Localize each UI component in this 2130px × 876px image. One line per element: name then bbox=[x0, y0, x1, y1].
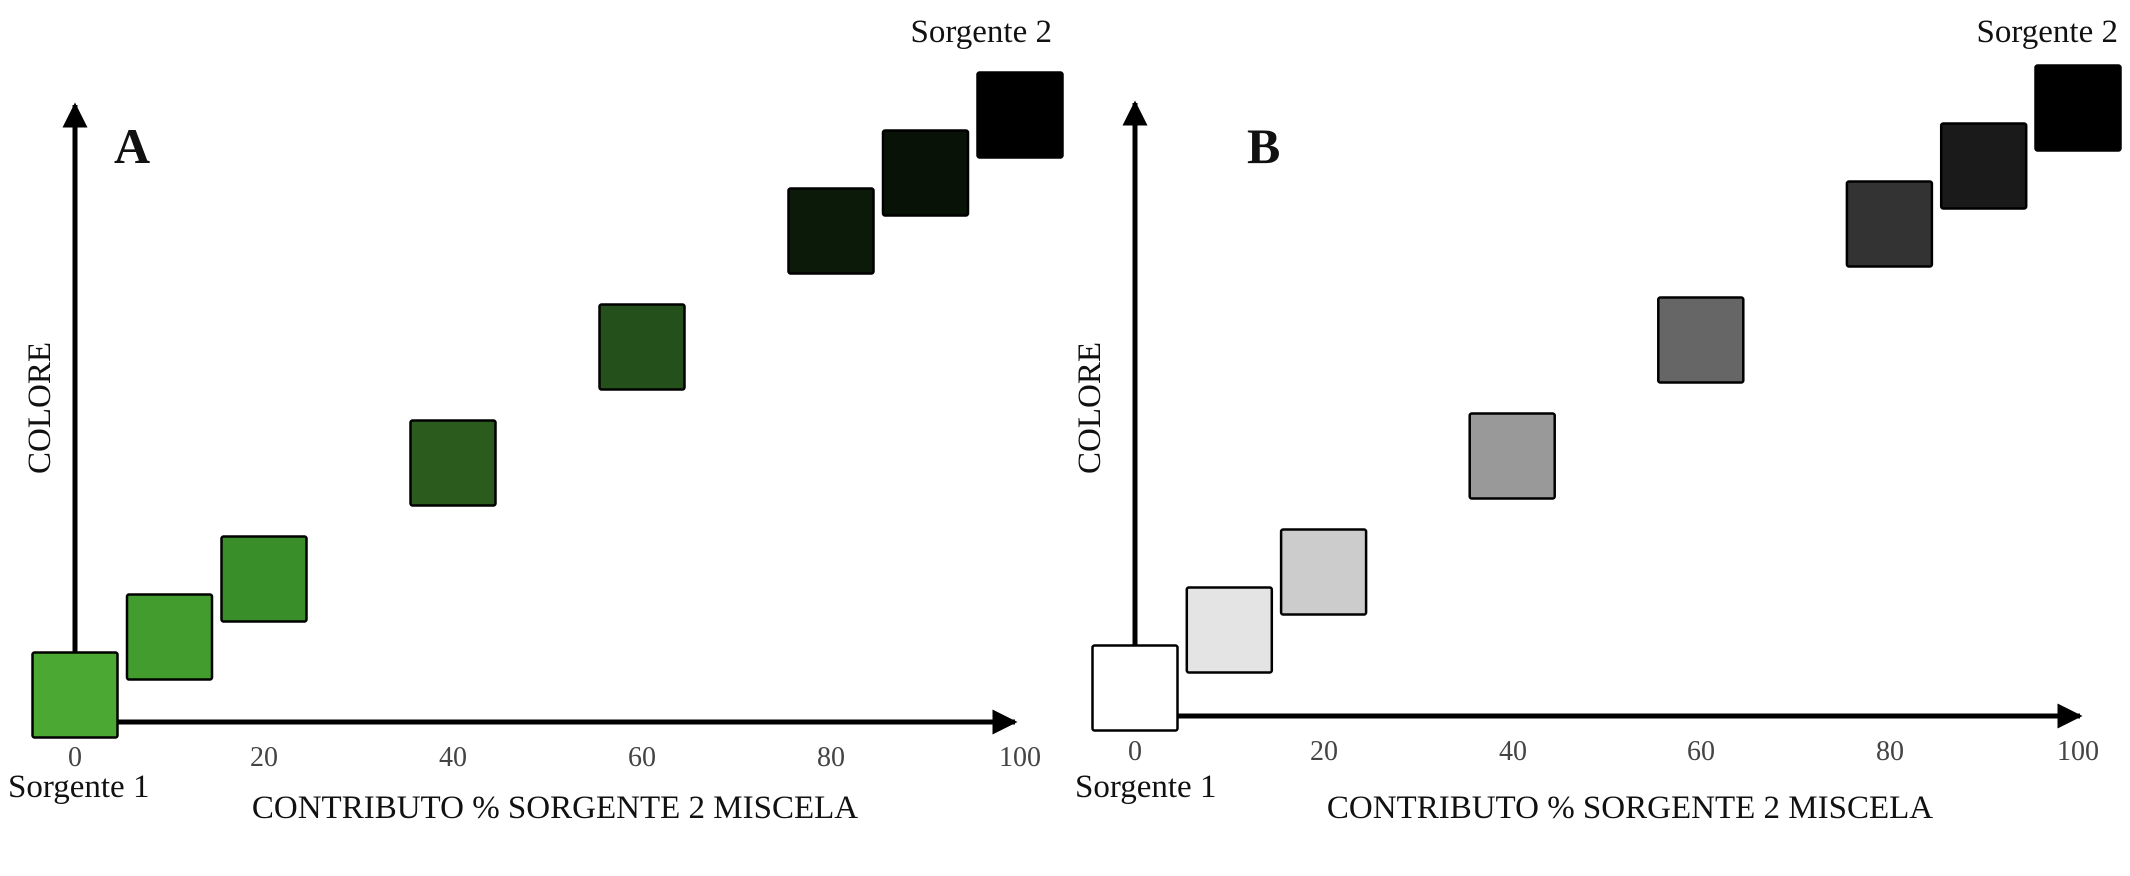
source-1-label: Sorgente 1 bbox=[1075, 769, 1216, 805]
x-tick-label: 80 bbox=[817, 742, 845, 773]
x-tick-labels: 0 20 40 60 80 100 bbox=[68, 742, 1041, 773]
x-tick-label: 40 bbox=[1499, 736, 1527, 767]
x-axis-title: CONTRIBUTO % SORGENTE 2 MISCELA bbox=[252, 790, 858, 826]
source-2-label: Sorgente 2 bbox=[911, 14, 1052, 50]
color-square bbox=[787, 187, 875, 275]
x-tick-label: 60 bbox=[628, 742, 656, 773]
color-square bbox=[125, 593, 214, 681]
x-tick-label: 0 bbox=[68, 742, 82, 773]
color-square bbox=[220, 535, 308, 623]
x-tick-labels: 0 20 40 60 80 100 bbox=[1128, 736, 2099, 767]
panel-letter: A bbox=[114, 118, 150, 174]
color-square bbox=[31, 651, 119, 739]
color-square bbox=[2034, 64, 2122, 152]
color-square bbox=[1091, 644, 1179, 732]
x-tick-label: 80 bbox=[1876, 736, 1904, 767]
color-square bbox=[598, 303, 686, 391]
x-axis-title: CONTRIBUTO % SORGENTE 2 MISCELA bbox=[1327, 790, 1933, 826]
x-tick-label: 40 bbox=[439, 742, 467, 773]
x-tick-label: 0 bbox=[1128, 736, 1142, 767]
color-square bbox=[976, 71, 1064, 159]
source-2-label: Sorgente 2 bbox=[1977, 14, 2118, 50]
color-square bbox=[409, 419, 497, 507]
panel-letter: B bbox=[1247, 118, 1280, 174]
color-square bbox=[1279, 528, 1368, 616]
color-squares bbox=[1091, 64, 2122, 732]
x-tick-label: 100 bbox=[2057, 736, 2099, 767]
x-tick-label: 60 bbox=[1687, 736, 1715, 767]
y-axis-title: COLORE bbox=[22, 342, 58, 474]
x-tick-label: 100 bbox=[999, 742, 1041, 773]
color-square bbox=[1468, 412, 1556, 500]
color-square bbox=[1845, 180, 1934, 268]
color-square bbox=[1939, 122, 2028, 210]
source-1-label: Sorgente 1 bbox=[8, 769, 149, 805]
x-tick-label: 20 bbox=[250, 742, 278, 773]
y-axis-title: COLORE bbox=[1072, 342, 1108, 474]
color-square bbox=[1657, 296, 1745, 384]
color-square bbox=[1185, 586, 1274, 674]
panel-b: B COLORE 0 20 40 60 80 100 Sorgente 1 So… bbox=[1072, 14, 2122, 826]
panel-a: A COLORE 0 20 40 60 80 100 Sorgente 1 So… bbox=[8, 14, 1064, 826]
color-square bbox=[881, 129, 970, 217]
color-squares bbox=[31, 71, 1064, 739]
x-tick-label: 20 bbox=[1310, 736, 1338, 767]
